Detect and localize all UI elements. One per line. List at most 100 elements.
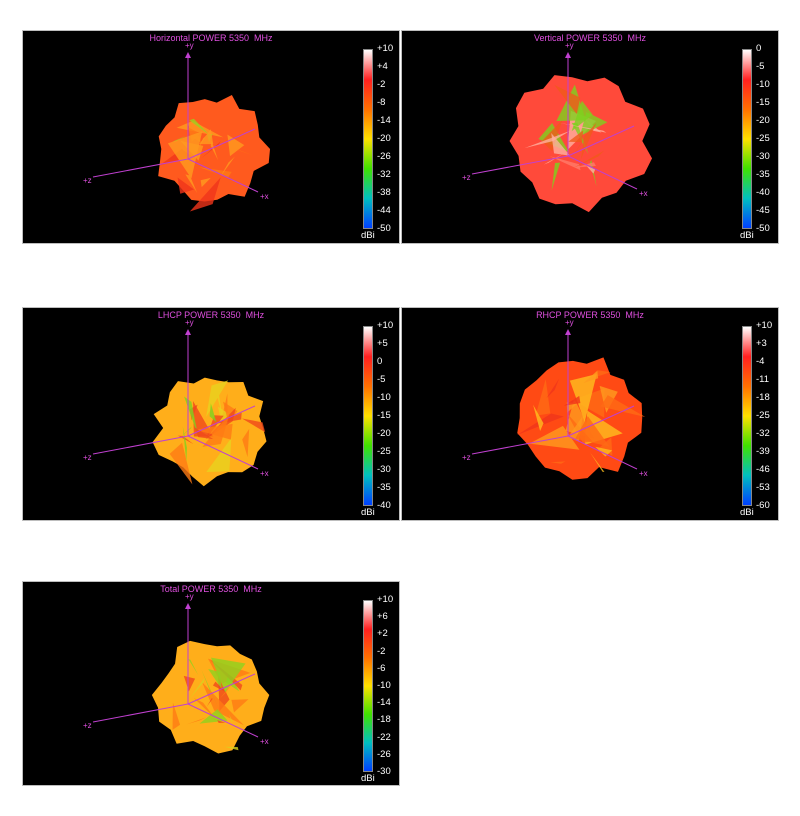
- colorbar-tick-label: 0: [377, 356, 383, 367]
- pattern-facet: [199, 129, 214, 145]
- colorbar-tick-label: -14: [377, 697, 391, 709]
- pattern-facet: [595, 446, 613, 457]
- panel-title: Horizontal POWER 5350 MHz: [149, 33, 273, 43]
- pattern-facet: [229, 714, 233, 722]
- colorbar-tick-label: -26: [377, 151, 391, 162]
- colorbar-tick-label: -53: [756, 482, 770, 493]
- colorbar-tick-label: +5: [377, 338, 388, 349]
- pattern-facet: [172, 702, 181, 730]
- colorbar-tick-label: -8: [377, 97, 386, 108]
- colorbar-tick-label: +10: [377, 594, 394, 605]
- colorbar-tick-label: +10: [756, 320, 773, 331]
- colorbar-tick-label: -38: [377, 187, 391, 198]
- colorbar-tick-label: -22: [377, 731, 391, 743]
- colorbar-tick-label: -25: [756, 133, 770, 144]
- pattern-facet: [569, 373, 597, 422]
- colorbar: [363, 49, 373, 229]
- colorbar-unit: dBi: [361, 230, 375, 241]
- pattern-facet: [177, 435, 194, 445]
- pattern-facet: [581, 122, 597, 160]
- z-axis-line: [471, 155, 569, 175]
- pattern-facet: [189, 177, 221, 212]
- colorbar-tick-label: -25: [377, 446, 391, 457]
- y-axis-label: +y: [565, 318, 574, 327]
- colorbar-tick-label: -10: [377, 680, 391, 691]
- colorbar-tick-label: -26: [377, 748, 391, 760]
- pattern-facet: [183, 675, 196, 692]
- x-axis-label: +x: [260, 192, 269, 201]
- colorbar-tick-label: -20: [377, 133, 391, 144]
- x-axis-label: +x: [260, 737, 269, 746]
- z-axis-label: +z: [83, 721, 92, 730]
- x-axis-line: [567, 435, 638, 470]
- pattern-facet: [573, 150, 605, 168]
- diagonal-axis-line: [187, 405, 256, 437]
- pattern-facet: [533, 404, 544, 431]
- pattern-facet: [177, 177, 195, 194]
- colorbar-tick-label: -18: [377, 714, 391, 726]
- radiation-pattern-plot: +y +z +x: [462, 318, 648, 480]
- y-axis-label: +y: [185, 41, 194, 50]
- colorbar-tick-label: -50: [756, 223, 770, 234]
- colorbar: [363, 326, 373, 506]
- colorbar-unit: dBi: [361, 773, 375, 784]
- pattern-facet: [554, 84, 581, 115]
- vertical-power-panel: Vertical POWER 5350 MHz +y +z +x 0 -5 -10 -15 -…: [401, 30, 779, 244]
- pattern-facet: [167, 131, 203, 179]
- pattern-facet: [182, 426, 187, 462]
- colorbar-tick-label: -14: [377, 115, 391, 126]
- panel-title: Vertical POWER 5350 MHz: [533, 33, 647, 43]
- pattern-facet: [566, 402, 578, 413]
- x-axis-line: [187, 435, 259, 470]
- z-axis-line: [92, 158, 189, 178]
- pattern-facet: [583, 370, 599, 383]
- pattern-facet: [571, 133, 588, 158]
- colorbar-tick-label: 0: [756, 43, 762, 54]
- colorbar-tick-label: -46: [756, 464, 770, 475]
- pattern-facet: [212, 681, 227, 693]
- x-axis-line: [187, 703, 259, 738]
- colorbar: [742, 326, 752, 506]
- panel-title: LHCP POWER 5350 MHz: [157, 310, 265, 320]
- colorbar-tick-label: -20: [377, 428, 391, 439]
- pattern-facet: [180, 426, 192, 437]
- pattern-facet: [551, 162, 561, 191]
- panel-title: Total POWER 5350 MHz: [160, 584, 262, 594]
- pattern-facet: [195, 423, 233, 440]
- colorbar-tick-label: -45: [756, 205, 770, 216]
- x-axis-label: +x: [639, 189, 648, 198]
- pattern-facet: [172, 136, 186, 142]
- colorbar-tick-label: -39: [756, 446, 770, 457]
- pattern-facet: [600, 395, 646, 418]
- x-axis-line: [187, 158, 259, 193]
- radiation-pattern-plot: +y +z +x: [462, 41, 653, 213]
- lhcp-power-panel: LHCP POWER 5350 MHz +y +z +x +10 +5 0 -5 -10 -15…: [22, 307, 400, 521]
- colorbar-unit: dBi: [740, 507, 754, 518]
- colorbar-tick-label: -10: [756, 79, 770, 90]
- total-power-panel: Total POWER 5350 MHz +y +z +x +10 +6 +2 -2 -6 -1…: [22, 581, 400, 786]
- colorbar-tick-label: -30: [377, 464, 391, 475]
- horizontal-power-panel: Horizontal POWER 5350 MHz +y +z +x +10 +4 -2 -…: [22, 30, 400, 244]
- pattern-facet: [206, 380, 229, 417]
- colorbar-tick-label: -44: [377, 205, 391, 216]
- pattern-facet: [189, 118, 210, 135]
- colorbar: [742, 49, 752, 229]
- x-axis-label: +x: [260, 469, 269, 478]
- colorbar-tick-label: -35: [377, 482, 391, 493]
- y-axis-arrow: [185, 52, 191, 58]
- colorbar-tick-label: -35: [756, 169, 770, 180]
- colorbar-tick-label: -30: [377, 766, 391, 777]
- pattern-facet: [231, 699, 249, 713]
- colorbar-tick-label: -50: [377, 223, 391, 234]
- colorbar-tick-label: -5: [756, 61, 765, 72]
- pattern-facet: [201, 141, 221, 159]
- colorbar-tick-label: +4: [377, 61, 388, 72]
- pattern-facet: [220, 156, 235, 177]
- y-axis-arrow: [565, 52, 571, 58]
- pattern-facet: [586, 165, 596, 174]
- colorbar-tick-label: +2: [377, 628, 388, 640]
- z-axis-line: [92, 703, 189, 723]
- colorbar-tick-label: -32: [756, 428, 770, 439]
- pattern-facet: [169, 442, 193, 485]
- pattern-facet: [217, 720, 226, 723]
